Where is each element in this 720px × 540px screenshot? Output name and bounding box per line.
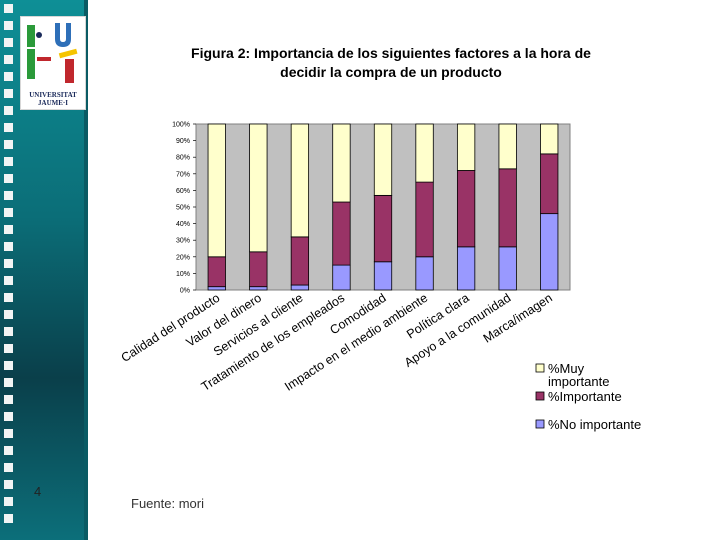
legend-label: %Importante <box>548 389 622 404</box>
square-pattern <box>4 0 18 540</box>
bar-segment <box>373 261 393 291</box>
bar-segment <box>498 123 517 170</box>
square-marker <box>4 157 13 166</box>
y-tick-label: 10% <box>176 271 190 278</box>
square-marker <box>4 293 13 302</box>
square-marker <box>4 123 13 132</box>
bar-segment <box>332 123 351 203</box>
y-tick-label: 90% <box>176 138 190 145</box>
y-tick-label: 50% <box>176 205 190 212</box>
chart-title-line-1: Figura 2: Importancia de los siguientes … <box>191 45 591 61</box>
logo-emblem-icon <box>27 23 78 83</box>
bar-segment <box>332 264 351 291</box>
square-marker <box>4 4 13 13</box>
y-tick-label: 0% <box>180 288 190 295</box>
bar-segment <box>498 168 517 248</box>
page-number: 4 <box>34 484 42 499</box>
bar-segment <box>415 123 434 183</box>
bar-segment <box>290 236 310 286</box>
square-marker <box>4 208 13 217</box>
square-marker <box>4 72 13 81</box>
legend-swatch <box>535 391 545 401</box>
bar-segment <box>249 251 268 288</box>
square-marker <box>4 378 13 387</box>
y-tick-label: 60% <box>176 188 190 195</box>
square-marker <box>4 480 13 489</box>
square-marker <box>4 38 13 47</box>
bar-segment <box>498 246 517 291</box>
figure-panel: Figura 2: Importancia de los siguientes … <box>96 42 672 462</box>
square-marker <box>4 429 13 438</box>
bar-segment <box>540 213 559 291</box>
square-marker <box>4 412 13 421</box>
bar-segment <box>540 153 559 215</box>
bar-segment <box>290 123 310 238</box>
bar-segment <box>207 256 226 288</box>
chart-title: Figura 2: Importancia de los siguientes … <box>96 44 686 82</box>
bar-segment <box>456 123 476 171</box>
square-marker <box>4 497 13 506</box>
square-marker <box>4 191 13 200</box>
square-marker <box>4 140 13 149</box>
university-logo: UNIVERSITAT JAUME·I <box>20 16 86 110</box>
bar-segment <box>332 201 351 266</box>
source-note: Fuente: mori <box>131 496 204 511</box>
square-marker <box>4 225 13 234</box>
chart-title-line-2: decidir la compra de un producto <box>280 64 502 80</box>
bar-segment <box>456 170 476 248</box>
bar-segment <box>373 123 393 196</box>
bar-segment <box>415 181 434 258</box>
bar-segment <box>373 194 393 263</box>
square-marker <box>4 446 13 455</box>
legend-swatch <box>535 419 545 429</box>
square-marker <box>4 106 13 115</box>
square-marker <box>4 276 13 285</box>
square-marker <box>4 21 13 30</box>
bar-segment <box>415 256 434 291</box>
logo-text: UNIVERSITAT JAUME·I <box>21 91 85 107</box>
square-marker <box>4 89 13 98</box>
square-marker <box>4 395 13 404</box>
square-marker <box>4 361 13 370</box>
logo-line-1: UNIVERSITAT <box>29 91 77 99</box>
square-marker <box>4 344 13 353</box>
legend-label: %No importante <box>548 417 641 432</box>
square-marker <box>4 259 13 268</box>
y-tick-label: 80% <box>176 155 190 162</box>
square-marker <box>4 55 13 64</box>
square-marker <box>4 174 13 183</box>
bar-segment <box>249 123 268 253</box>
legend-label: importante <box>548 374 609 389</box>
logo-line-2: JAUME·I <box>38 99 68 107</box>
y-tick-label: 70% <box>176 171 190 178</box>
bar-segment <box>207 286 226 291</box>
y-tick-label: 30% <box>176 238 190 245</box>
square-marker <box>4 514 13 523</box>
bar-segment <box>249 286 268 291</box>
bar-segment <box>207 123 226 258</box>
bar-segment <box>540 123 559 155</box>
bar-segment <box>456 246 476 291</box>
square-marker <box>4 242 13 251</box>
square-marker <box>4 463 13 472</box>
legend-swatch <box>535 363 545 373</box>
stacked-bar-chart: 0%10%20%30%40%50%60%70%80%90%100%Calidad… <box>119 122 642 433</box>
y-tick-label: 20% <box>176 254 190 261</box>
square-marker <box>4 310 13 319</box>
square-marker <box>4 327 13 336</box>
sidebar-edge <box>84 0 88 540</box>
y-tick-label: 40% <box>176 221 190 228</box>
bar-segment <box>290 284 310 291</box>
y-tick-label: 100% <box>172 122 190 129</box>
sidebar-decoration: UNIVERSITAT JAUME·I <box>0 0 88 540</box>
legend-label: %Muy <box>548 361 585 376</box>
